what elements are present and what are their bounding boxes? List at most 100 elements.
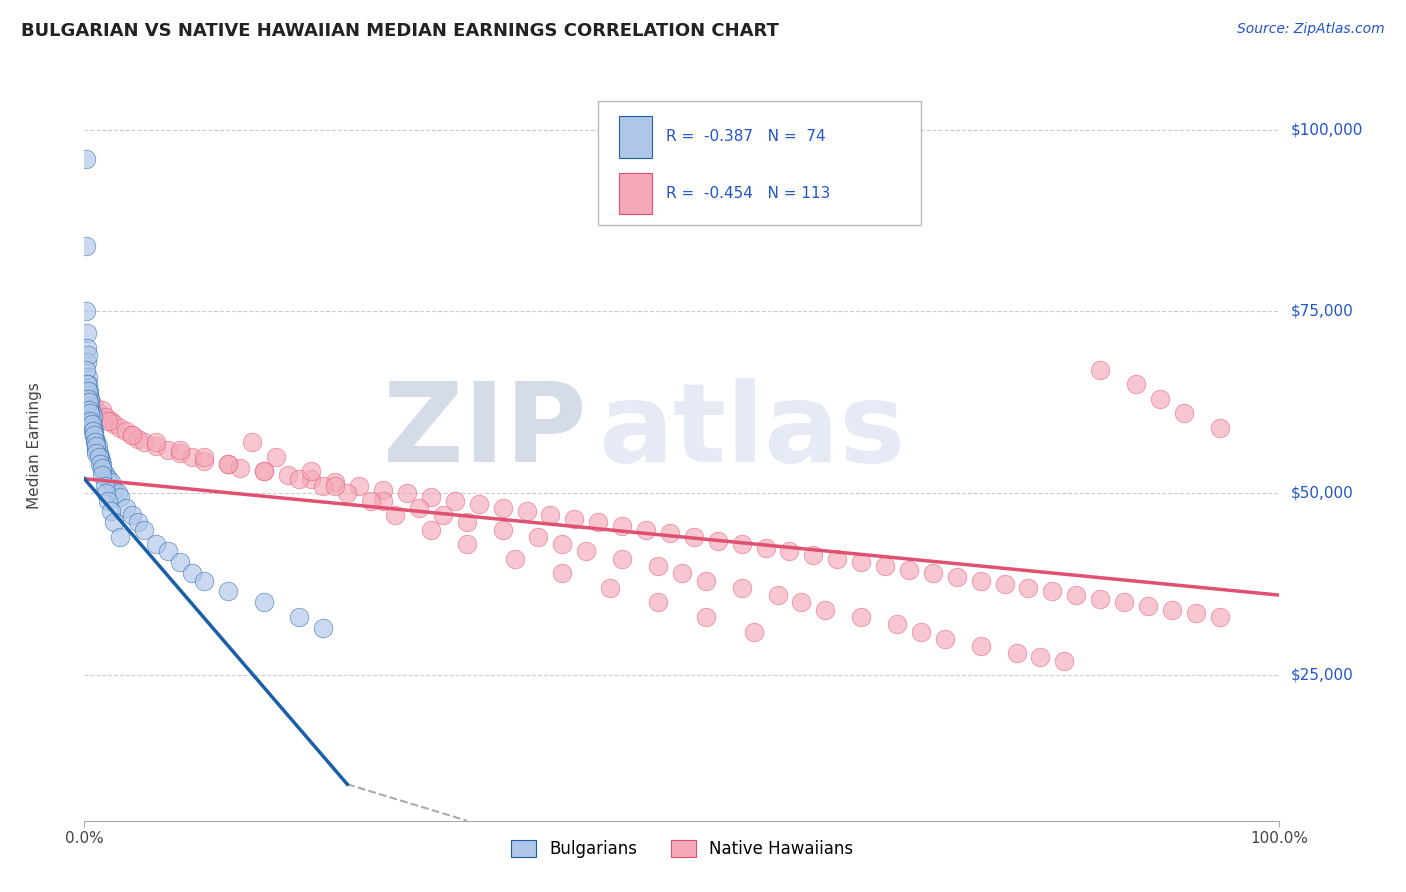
Point — [217, 457, 239, 471]
Point — [132, 435, 156, 450]
Point — [707, 533, 730, 548]
Point — [1209, 421, 1232, 435]
Point — [94, 468, 117, 483]
Point — [851, 555, 873, 569]
Point — [97, 493, 120, 508]
Point — [492, 500, 515, 515]
Point — [84, 435, 107, 450]
Point — [516, 504, 538, 518]
Point — [384, 508, 406, 522]
Point — [84, 432, 107, 446]
Point — [157, 442, 180, 457]
Point — [110, 530, 132, 544]
Point — [1029, 650, 1052, 665]
Point — [527, 530, 550, 544]
Point — [432, 508, 454, 522]
Point — [80, 417, 103, 432]
Point — [934, 632, 956, 646]
Point — [1114, 595, 1136, 609]
Point — [240, 435, 263, 450]
Point — [229, 460, 252, 475]
Point — [851, 610, 873, 624]
Point — [86, 446, 108, 460]
Point — [115, 425, 138, 439]
FancyBboxPatch shape — [599, 102, 921, 225]
Point — [814, 602, 837, 616]
Text: BULGARIAN VS NATIVE HAWAIIAN MEDIAN EARNINGS CORRELATION CHART: BULGARIAN VS NATIVE HAWAIIAN MEDIAN EARN… — [21, 22, 779, 40]
Point — [1090, 362, 1112, 376]
Point — [683, 530, 706, 544]
Point — [1173, 406, 1195, 420]
Point — [468, 497, 491, 511]
Point — [492, 523, 515, 537]
Point — [193, 574, 215, 588]
Point — [127, 432, 149, 446]
Bar — [619, 116, 652, 158]
Point — [75, 152, 97, 166]
Point — [77, 384, 100, 399]
Point — [193, 450, 215, 464]
Point — [910, 624, 932, 639]
Point — [695, 610, 717, 624]
Point — [1209, 610, 1232, 624]
Point — [83, 428, 105, 442]
Point — [145, 537, 167, 551]
Point — [80, 406, 103, 420]
Point — [803, 548, 825, 562]
Point — [103, 483, 125, 497]
Point — [79, 406, 101, 420]
Text: atlas: atlas — [599, 377, 905, 484]
Point — [503, 551, 526, 566]
Point — [396, 486, 419, 500]
Point — [742, 624, 765, 639]
Legend: Bulgarians, Native Hawaiians: Bulgarians, Native Hawaiians — [505, 833, 859, 864]
Point — [420, 523, 443, 537]
Point — [145, 435, 167, 450]
Bar — [619, 172, 652, 214]
Point — [91, 468, 114, 483]
Point — [456, 537, 478, 551]
Point — [588, 516, 610, 530]
Point — [89, 450, 111, 464]
Point — [336, 486, 359, 500]
Point — [79, 392, 101, 406]
Point — [671, 566, 693, 581]
Point — [145, 439, 167, 453]
Point — [86, 435, 108, 450]
Point — [253, 465, 276, 479]
Point — [75, 239, 97, 253]
Point — [1149, 392, 1171, 406]
Point — [75, 304, 97, 318]
Point — [253, 465, 276, 479]
Point — [970, 639, 993, 653]
Point — [83, 399, 105, 413]
Point — [77, 395, 100, 409]
Point — [444, 493, 467, 508]
Point — [169, 446, 191, 460]
Point — [91, 457, 114, 471]
Point — [115, 500, 138, 515]
Point — [575, 544, 598, 558]
Point — [121, 428, 143, 442]
Point — [373, 483, 395, 497]
Point — [169, 555, 191, 569]
Point — [83, 425, 105, 439]
Point — [875, 559, 897, 574]
Point — [217, 584, 239, 599]
Point — [301, 465, 323, 479]
Point — [89, 457, 111, 471]
Point — [1161, 602, 1184, 616]
Point — [946, 570, 969, 584]
Point — [612, 551, 634, 566]
Point — [827, 551, 849, 566]
Point — [80, 413, 103, 427]
Point — [82, 421, 104, 435]
Point — [408, 500, 430, 515]
Point — [77, 388, 100, 402]
Point — [994, 577, 1017, 591]
Point — [970, 574, 993, 588]
Point — [312, 621, 335, 635]
Point — [90, 453, 112, 467]
Point — [79, 406, 101, 420]
Point — [103, 516, 125, 530]
